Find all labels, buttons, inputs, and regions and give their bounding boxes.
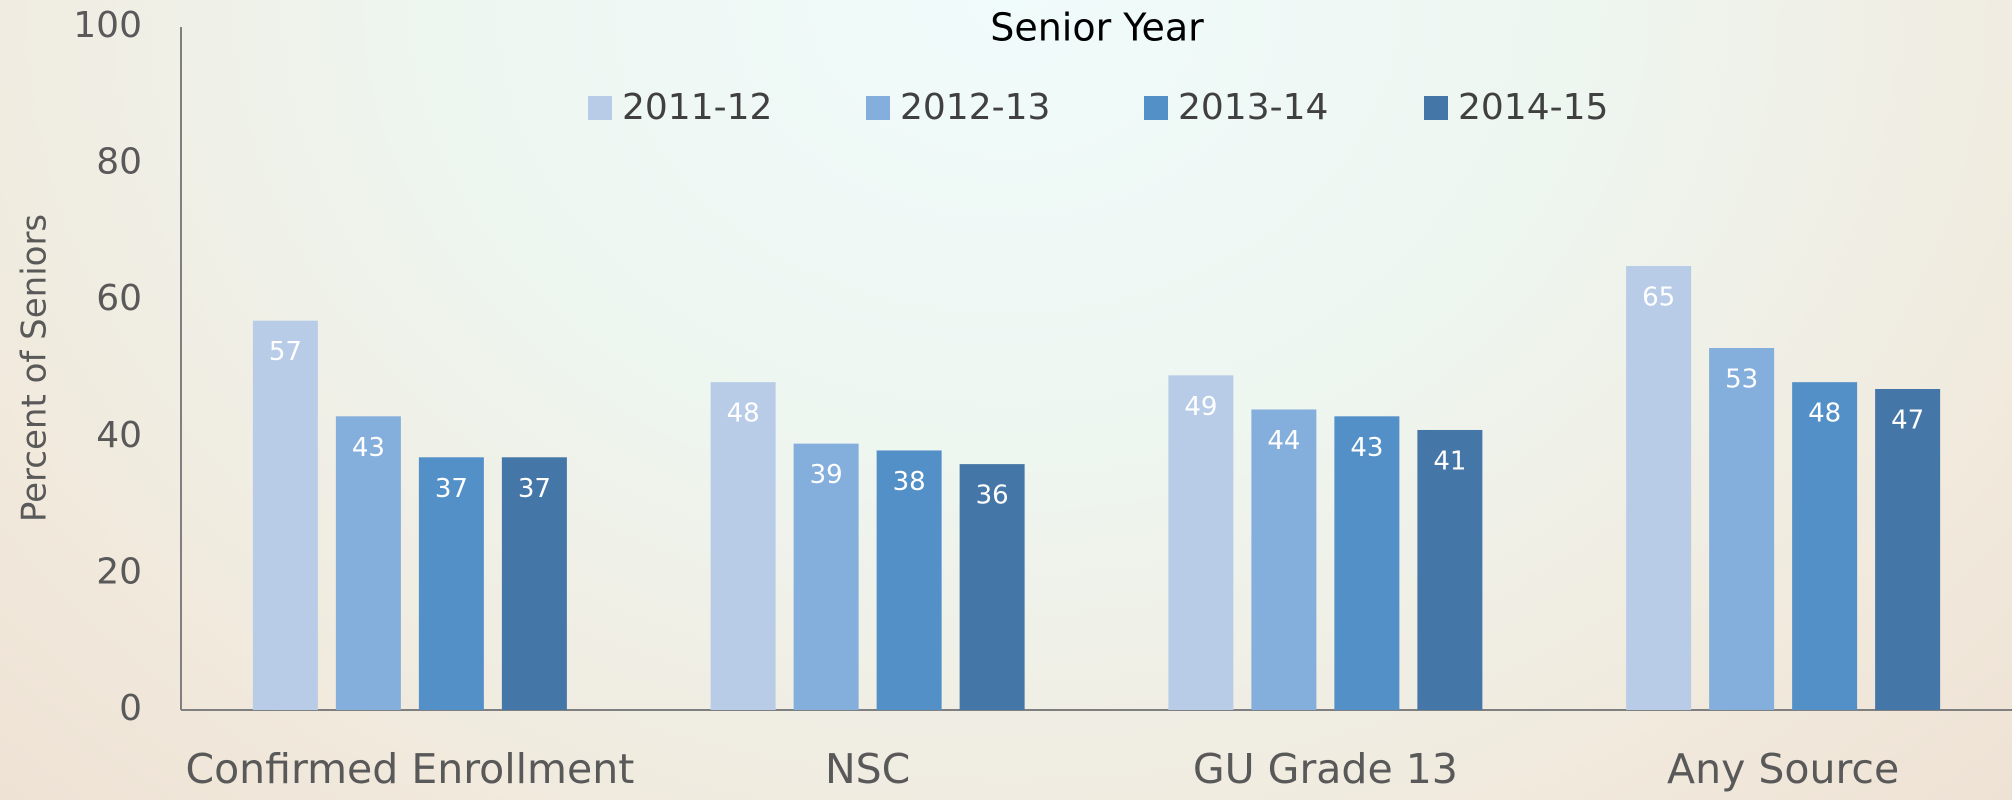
data-label: 43 xyxy=(352,433,385,463)
x-tick-label: Any Source xyxy=(1667,745,1899,793)
y-tick-label: 0 xyxy=(119,688,142,729)
y-tick-label: 100 xyxy=(73,5,142,46)
bar xyxy=(1334,416,1400,710)
data-label: 39 xyxy=(810,460,843,490)
data-label: 48 xyxy=(1808,399,1841,429)
bar xyxy=(959,464,1025,710)
y-tick-label: 60 xyxy=(96,278,142,319)
data-label: 41 xyxy=(1433,446,1466,476)
legend-label: 2014-15 xyxy=(1458,87,1608,128)
data-label: 48 xyxy=(727,399,760,429)
data-label: 65 xyxy=(1642,283,1675,313)
legend-swatch xyxy=(588,96,612,120)
legend-swatch xyxy=(1144,96,1168,120)
legend-label: 2013-14 xyxy=(1178,87,1328,128)
data-label: 36 xyxy=(976,481,1009,511)
bar xyxy=(1626,266,1692,710)
bar xyxy=(1709,348,1775,710)
x-tick-label: NSC xyxy=(825,745,910,793)
chart-title: Senior Year xyxy=(990,6,1204,50)
bar xyxy=(252,320,318,710)
bar xyxy=(418,457,484,710)
legend-label: 2012-13 xyxy=(900,87,1050,128)
data-label: 49 xyxy=(1184,392,1217,422)
y-tick-label: 80 xyxy=(96,142,142,183)
y-tick-label: 40 xyxy=(96,415,142,456)
data-label: 53 xyxy=(1725,365,1758,395)
y-tick-label: 20 xyxy=(96,551,142,592)
data-label: 47 xyxy=(1891,405,1924,435)
x-tick-label: GU Grade 13 xyxy=(1193,745,1458,793)
data-label: 37 xyxy=(435,474,468,504)
bar xyxy=(793,443,859,710)
data-label: 38 xyxy=(893,467,926,497)
data-label: 37 xyxy=(518,474,551,504)
data-label: 57 xyxy=(269,337,302,367)
bar xyxy=(1875,388,1941,710)
bar xyxy=(1168,375,1234,710)
legend-swatch xyxy=(866,96,890,120)
x-tick-label: Confirmed Enrollment xyxy=(185,745,634,793)
bar xyxy=(876,450,942,710)
data-label: 43 xyxy=(1350,433,1383,463)
bar xyxy=(335,416,401,710)
y-axis-label: Percent of Seniors xyxy=(15,214,55,522)
data-label: 44 xyxy=(1267,426,1300,456)
legend-swatch xyxy=(1424,96,1448,120)
bar xyxy=(501,457,567,710)
bar xyxy=(1792,382,1858,710)
bar xyxy=(1417,429,1483,710)
legend-label: 2011-12 xyxy=(622,87,772,128)
bar xyxy=(1251,409,1317,710)
bar xyxy=(710,382,776,710)
